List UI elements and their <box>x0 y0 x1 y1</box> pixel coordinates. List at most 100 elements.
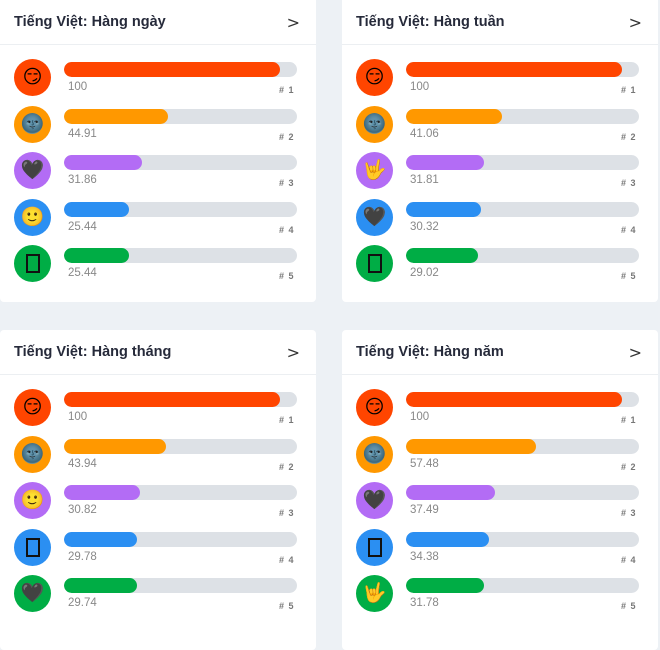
missing-glyph-icon <box>356 245 393 282</box>
score-bar-fill <box>64 578 138 593</box>
score-bar-fill <box>64 201 129 217</box>
card-title: Tiếng Việt: Hàng ngày <box>14 14 166 30</box>
card-header-link[interactable]: Tiếng Việt: Hàng năm > <box>342 330 658 375</box>
list-item[interactable]: 😏 100 # 1 <box>342 389 658 436</box>
list-item[interactable]: 🙂 30.82 # 3 <box>0 482 316 529</box>
rank-label: # 3 <box>621 508 637 518</box>
missing-glyph-box <box>25 537 40 557</box>
list-item[interactable]: 34.38 # 4 <box>342 528 658 576</box>
score-value: 25.44 <box>68 267 97 279</box>
emoji-glyph: 🌚 <box>362 112 387 135</box>
score-bar-fill <box>406 62 622 77</box>
rank-label: # 2 <box>621 461 637 472</box>
list-item[interactable]: 29.78 # 4 <box>0 528 316 576</box>
score-bar-fill <box>406 392 622 407</box>
list-item[interactable]: 🌚 57.48 # 2 <box>342 435 658 483</box>
score-bar <box>406 155 639 170</box>
smirking-face-icon: 😏 <box>14 389 51 426</box>
score-bar <box>406 108 639 124</box>
card-header-link[interactable]: Tiếng Việt: Hàng tuần > <box>342 0 658 45</box>
list-item[interactable]: 😏 100 # 1 <box>0 59 316 106</box>
smirking-face-icon: 😏 <box>356 389 393 426</box>
card-title: Tiếng Việt: Hàng năm <box>356 344 504 360</box>
new-moon-face-icon: 🌚 <box>14 435 51 473</box>
emoji-glyph: 🖤 <box>362 489 387 511</box>
list-item[interactable]: 🤟 31.78 # 5 <box>342 575 658 622</box>
score-value: 29.02 <box>410 267 439 279</box>
score-bar <box>406 485 639 500</box>
list-item[interactable]: 🙂 25.44 # 4 <box>0 198 316 246</box>
score-bar <box>64 108 297 124</box>
black-heart-icon: 🖤 <box>14 152 51 189</box>
slightly-smiling-face-icon: 🙂 <box>14 482 51 519</box>
list-item[interactable]: 🖤 29.74 # 5 <box>0 575 316 622</box>
rank-label: # 2 <box>279 131 295 142</box>
rank-label: # 1 <box>621 415 637 425</box>
card-header-link[interactable]: Tiếng Việt: Hàng ngày > <box>0 0 316 45</box>
emoji-glyph: 😏 <box>364 66 385 88</box>
leaderboard-card: Tiếng Việt: Hàng tháng > 😏 100 # 1 🌚 43.… <box>0 330 316 650</box>
emoji-glyph: 🙂 <box>20 489 45 511</box>
chevron-right-icon[interactable]: > <box>628 342 642 362</box>
list-item[interactable]: 🖤 30.32 # 4 <box>342 198 658 246</box>
chevron-right-icon[interactable]: > <box>286 12 300 32</box>
score-value: 44.91 <box>68 127 97 140</box>
list-item[interactable]: 😏 100 # 1 <box>0 389 316 436</box>
card-title: Tiếng Việt: Hàng tháng <box>14 344 172 360</box>
rank-label: # 4 <box>279 224 295 235</box>
score-bar-fill <box>406 248 478 263</box>
rank-label: # 5 <box>621 601 637 611</box>
score-bar <box>64 485 297 500</box>
missing-glyph-icon <box>356 528 393 566</box>
ranking-list: 😏 100 # 1 🌚 43.94 # 2 🙂 30.82 # 3 29.78 … <box>0 375 316 622</box>
score-value: 30.82 <box>68 504 97 516</box>
score-bar-fill <box>406 485 496 500</box>
emoji-glyph: 🌚 <box>20 442 45 465</box>
score-bar <box>406 201 639 217</box>
score-value: 43.94 <box>68 457 97 470</box>
new-moon-face-icon: 🌚 <box>14 105 51 143</box>
chevron-right-icon[interactable]: > <box>286 342 300 362</box>
emoji-glyph: 🖤 <box>362 205 387 228</box>
score-bar-fill <box>406 201 481 217</box>
list-item[interactable]: 🖤 37.49 # 3 <box>342 482 658 529</box>
missing-glyph-icon <box>14 528 51 566</box>
score-value: 100 <box>410 411 430 423</box>
list-item[interactable]: 🌚 41.06 # 2 <box>342 105 658 153</box>
list-item[interactable]: 🖤 31.86 # 3 <box>0 152 316 199</box>
rank-label: # 5 <box>279 601 295 611</box>
missing-glyph-box <box>367 537 382 557</box>
rank-label: # 1 <box>279 85 295 95</box>
rank-label: # 1 <box>621 85 637 95</box>
new-moon-face-icon: 🌚 <box>356 105 393 143</box>
chevron-right-icon[interactable]: > <box>628 12 642 32</box>
list-item[interactable]: 25.44 # 5 <box>0 245 316 292</box>
list-item[interactable]: 29.02 # 5 <box>342 245 658 292</box>
rank-label: # 5 <box>279 271 295 281</box>
leaderboard-card: Tiếng Việt: Hàng tuần > 😏 100 # 1 🌚 41.0… <box>342 0 658 302</box>
score-bar <box>64 201 297 217</box>
ranking-list: 😏 100 # 1 🌚 44.91 # 2 🖤 31.86 # 3 🙂 25.4… <box>0 45 316 292</box>
emoji-glyph: 🖤 <box>20 582 45 604</box>
list-item[interactable]: 🌚 44.91 # 2 <box>0 105 316 153</box>
black-heart-icon: 🖤 <box>356 482 393 519</box>
ranking-list: 😏 100 # 1 🌚 41.06 # 2 🤟 31.81 # 3 🖤 30.3… <box>342 45 658 292</box>
score-bar <box>406 392 639 407</box>
score-bar <box>406 438 639 454</box>
list-item[interactable]: 🤟 31.81 # 3 <box>342 152 658 199</box>
score-bar <box>64 438 297 454</box>
missing-glyph-box <box>367 254 382 273</box>
score-value: 100 <box>68 411 88 423</box>
score-bar <box>64 62 297 77</box>
list-item[interactable]: 🌚 43.94 # 2 <box>0 435 316 483</box>
list-item[interactable]: 😏 100 # 1 <box>342 59 658 106</box>
score-bar-fill <box>64 62 280 77</box>
emoji-glyph: 😏 <box>364 396 385 418</box>
score-bar-fill <box>64 438 167 454</box>
score-bar-fill <box>406 531 489 547</box>
card-header-link[interactable]: Tiếng Việt: Hàng tháng > <box>0 330 316 375</box>
score-bar-fill <box>64 392 280 407</box>
score-value: 34.38 <box>410 550 439 563</box>
score-value: 31.78 <box>410 597 439 609</box>
score-bar-fill <box>64 248 129 263</box>
